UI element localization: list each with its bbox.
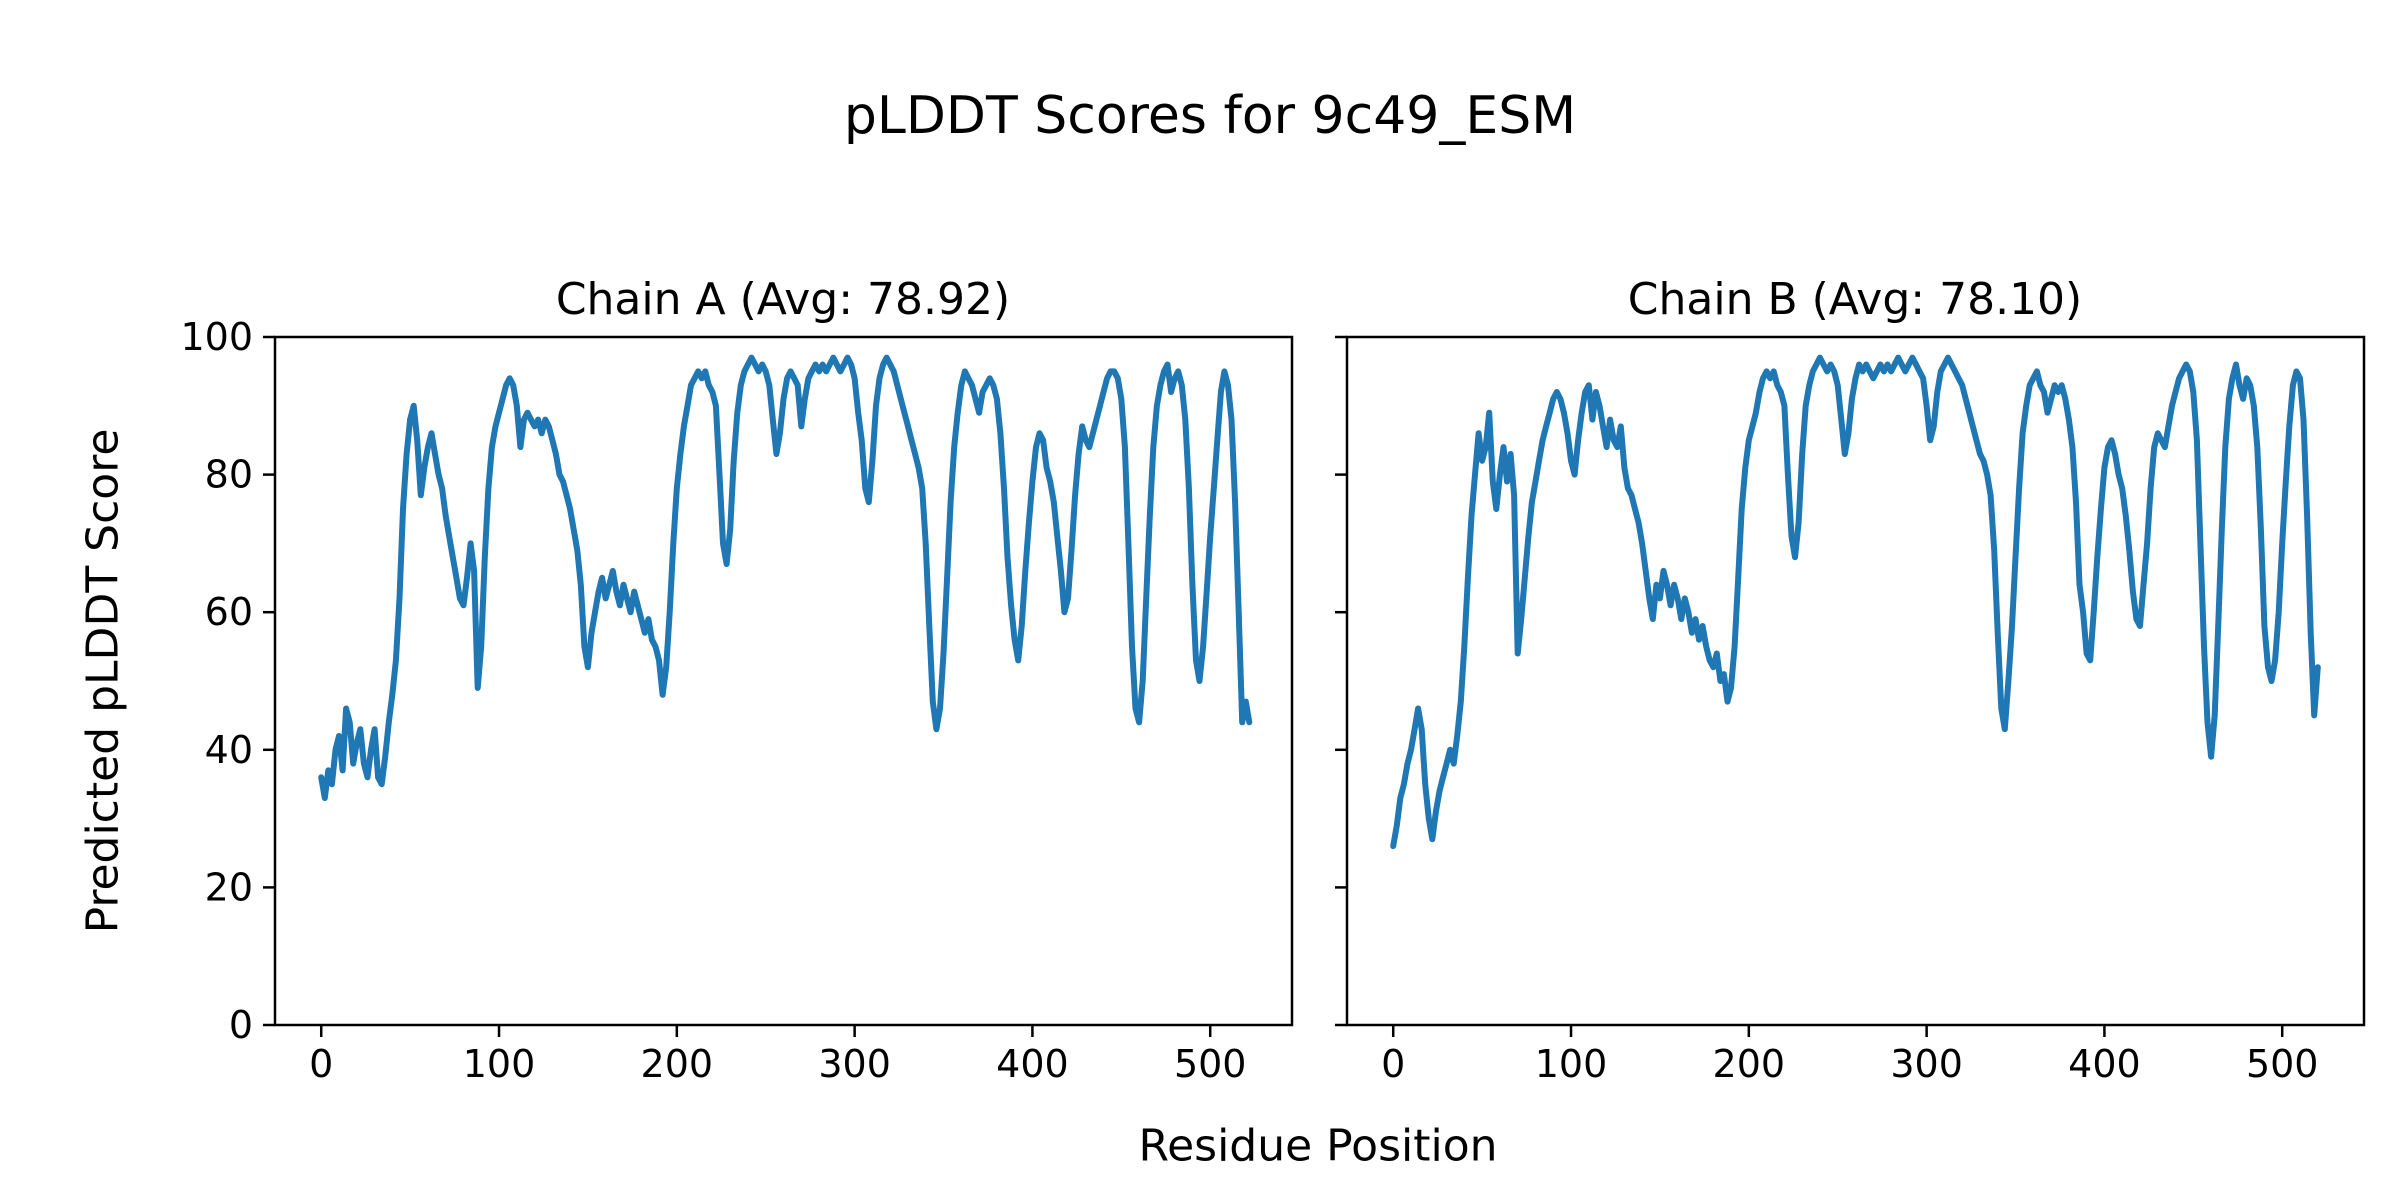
plddt-line: [318, 354, 1253, 801]
y-tick-label: 0: [229, 1003, 253, 1047]
x-axis-label: Residue Position: [1138, 1120, 1498, 1172]
x-tick-label: 300: [818, 1042, 891, 1086]
y-tick-label: 60: [205, 590, 253, 634]
plddt-line: [1390, 354, 2321, 850]
y-tick-label: 100: [180, 315, 253, 359]
y-tick-label: 20: [205, 865, 253, 909]
x-tick-label: 0: [309, 1042, 333, 1086]
subplot-chain-a: 0 100 200 300 400 500 0 20 40 60 80 100: [180, 315, 1294, 1086]
x-tick-label: 100: [463, 1042, 536, 1086]
y-tick-label: 40: [205, 728, 253, 772]
subplot-title-chain-a: Chain A (Avg: 78.92): [555, 274, 1011, 325]
figure-title: pLDDT Scores for 9c49_ESM: [843, 86, 1577, 146]
x-tick-label: 300: [1890, 1042, 1963, 1086]
x-tick-label: 500: [2246, 1042, 2319, 1086]
x-tick-label: 400: [996, 1042, 1069, 1086]
axes-spines: [1345, 335, 2366, 1027]
x-tick-label: 500: [1174, 1042, 1247, 1086]
x-tick-label: 200: [641, 1042, 714, 1086]
x-tick-label: 0: [1381, 1042, 1405, 1086]
y-tick-label: 80: [205, 453, 253, 497]
x-tick-label: 200: [1713, 1042, 1786, 1086]
subplot-chain-b: 0 100 200 300 400 500: [1335, 335, 2366, 1086]
x-tick-label: 100: [1535, 1042, 1608, 1086]
x-tick-label: 400: [2068, 1042, 2141, 1086]
subplot-title-chain-b: Chain B (Avg: 78.10): [1627, 274, 2083, 325]
axes-spines: [273, 335, 1294, 1027]
